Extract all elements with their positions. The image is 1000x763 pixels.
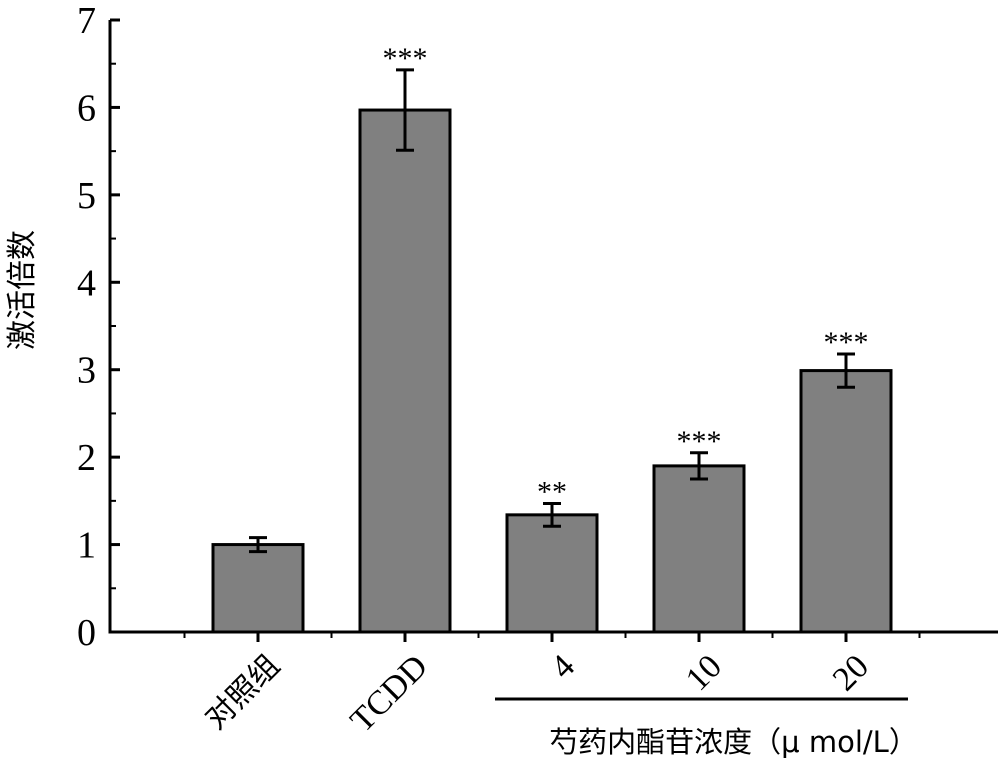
y-tick-label: 5 [77,175,96,217]
bar [654,466,744,632]
bar [360,110,450,632]
y-tick-label: 3 [77,350,96,392]
significance-marker: *** [383,42,428,75]
significance-labels: *********** [383,42,869,509]
significance-marker: ** [537,475,567,508]
significance-marker: *** [824,326,869,359]
x-tick-label: 4 [544,648,582,686]
bar [507,515,597,632]
y-axis-label: 激活倍数 [5,230,40,350]
bars-layer [213,110,891,632]
y-tick-label: 0 [77,612,96,654]
group-label: 芍药内酯苷浓度（μ mol/L） [549,725,918,759]
x-tick-label: 10 [679,648,729,698]
y-tick-label: 1 [77,525,96,567]
x-ticks: 对照组 TCDD 4 10 20 [185,632,920,740]
x-tick-label: 20 [826,648,876,698]
y-tick-label: 6 [77,87,96,129]
bar-chart: 01234567 对照组TCDD41020 *********** 激活倍数 芍… [0,0,1000,763]
x-tick-label: 对照组 [199,648,287,736]
significance-marker: *** [677,425,722,458]
y-ticks: 0 1 2 3 4 5 6 7 [77,0,120,654]
y-tick-label: 7 [77,0,96,42]
y-tick-label: 4 [77,262,96,304]
bar [213,545,303,632]
x-tick-label: TCDD [343,648,435,740]
bar [801,371,891,632]
y-tick-label: 2 [77,437,96,479]
